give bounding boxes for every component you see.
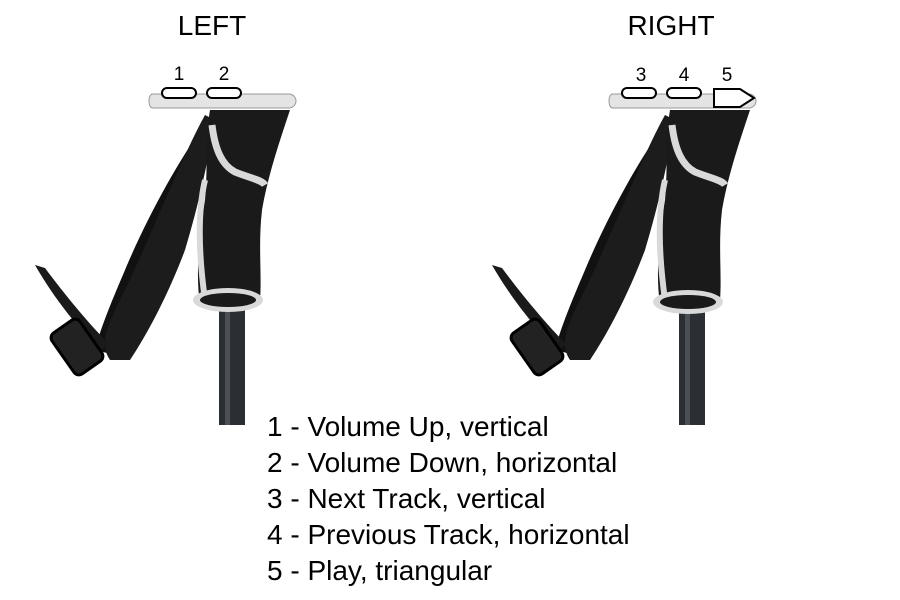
legend-item-2: 2 - Volume Down, horizontal [267,447,618,478]
left-pole-illustration [35,87,297,425]
left-strap-buckle [49,317,105,377]
left-title: LEFT [177,10,247,41]
button-label-2: 2 [218,64,230,85]
legend-item-1: 1 - Volume Up, vertical [267,411,549,442]
right-pole-grip [657,110,750,305]
right-pole-strap [555,112,685,355]
button-label-3: 3 [635,65,647,86]
button-label-4: 4 [678,65,690,86]
previous-track-button [666,87,702,99]
right-title: RIGHT [627,10,715,41]
legend-item-5: 5 - Play, triangular [267,555,493,586]
button-legend: 1 - Volume Up, vertical 2 - Volume Down,… [267,409,630,589]
play-button [713,88,756,108]
right-pole-cap [608,93,757,109]
volume-down-button [206,87,242,99]
button-label-5: 5 [721,65,733,86]
left-pole-shaft [219,290,245,425]
right-pole-shaft [679,305,705,425]
legend-item-4: 4 - Previous Track, horizontal [267,519,630,550]
volume-up-button [161,87,197,99]
next-track-button [621,87,657,99]
right-strap-buckle [509,317,565,377]
legend-item-3: 3 - Next Track, vertical [267,483,546,514]
button-label-1: 1 [173,64,185,85]
